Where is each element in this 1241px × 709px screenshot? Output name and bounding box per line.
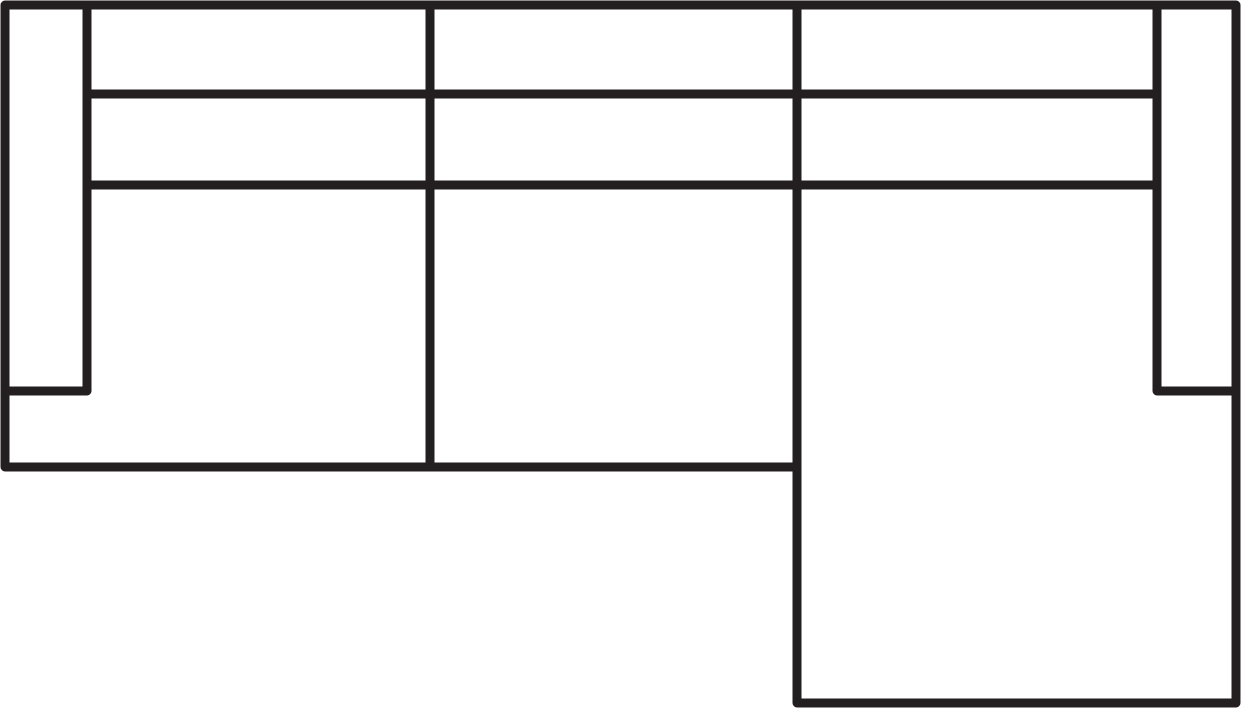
right-armrest — [1152, 0, 1241, 396]
left-armrest — [0, 0, 92, 396]
